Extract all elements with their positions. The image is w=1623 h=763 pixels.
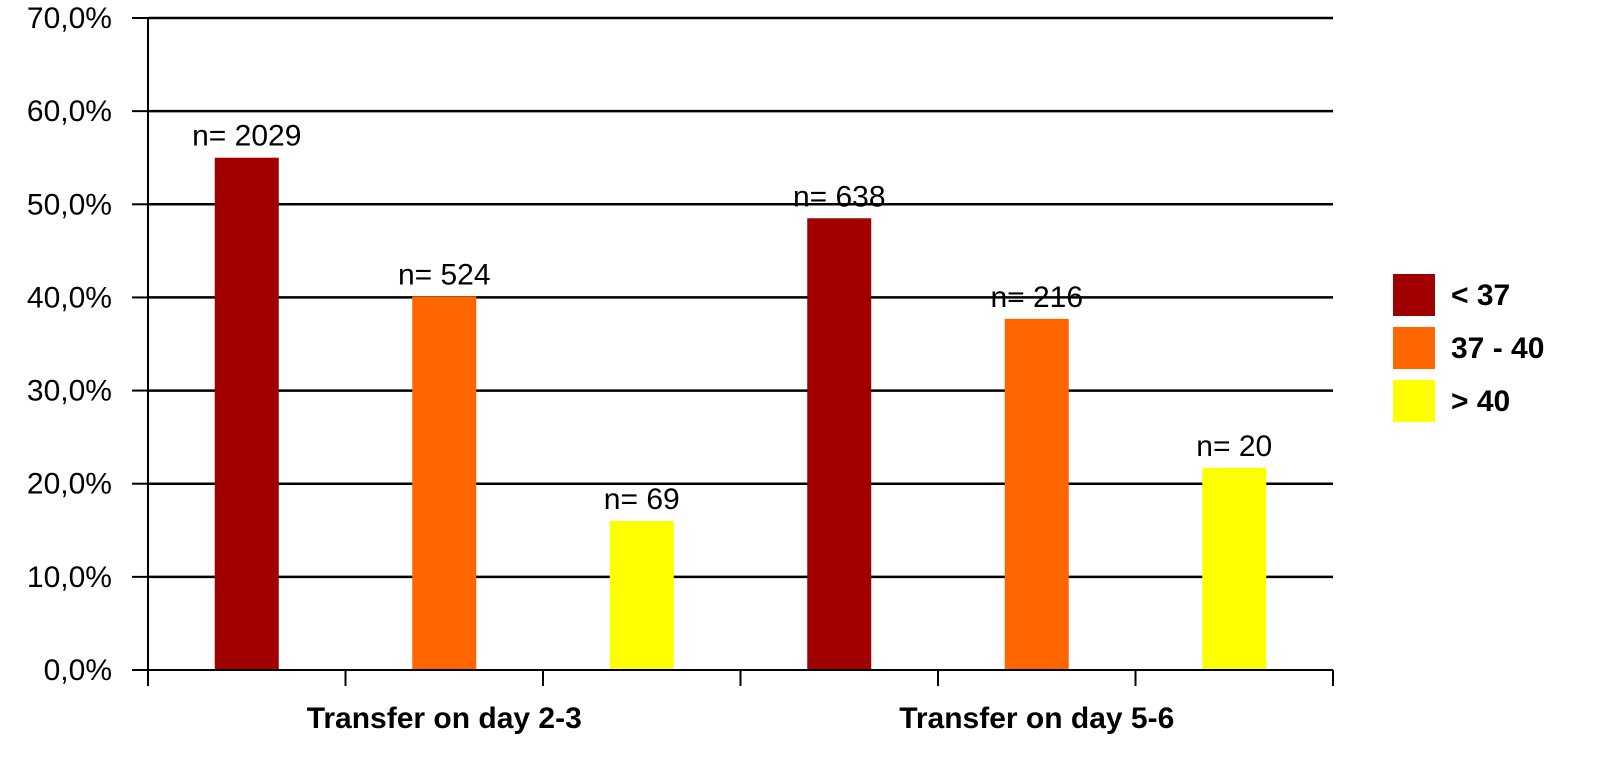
bar-data-label: n= 638 — [793, 180, 886, 213]
y-tick-label: 20,0% — [27, 468, 112, 501]
legend-label: > 40 — [1451, 385, 1510, 418]
legend-swatch — [1393, 380, 1435, 422]
y-tick-label: 10,0% — [27, 561, 112, 594]
bar-data-label: n= 216 — [990, 281, 1083, 314]
bar — [1004, 318, 1069, 670]
bar — [214, 157, 279, 670]
bars-group — [214, 157, 1267, 670]
y-tick-labels: 0,0% 10,0% 20,0% 30,0% 40,0% 50,0% 60,0% 70,0% — [27, 2, 112, 687]
y-tick-label: 60,0% — [27, 95, 112, 128]
gridlines — [148, 16, 1333, 579]
y-tick-label: 30,0% — [27, 375, 112, 408]
axes — [132, 17, 1334, 686]
bar-data-label: n= 524 — [398, 258, 491, 291]
legend-swatch — [1393, 274, 1435, 316]
legend: < 37 37 - 40 > 40 — [1393, 274, 1544, 422]
bar-data-label: n= 20 — [1196, 430, 1272, 463]
y-tick-label: 50,0% — [27, 188, 112, 221]
data-labels: n= 2029 n= 524 n= 69 n= 638 n= 216 n= 20 — [192, 120, 1272, 516]
bar — [1202, 467, 1267, 670]
x-category-label: Transfer on day 5-6 — [899, 702, 1174, 735]
y-tick-label: 70,0% — [27, 2, 112, 35]
x-category-labels: Transfer on day 2-3 Transfer on day 5-6 — [307, 702, 1175, 735]
bar — [412, 296, 477, 670]
legend-label: < 37 — [1451, 279, 1510, 312]
y-tick-label: 40,0% — [27, 281, 112, 314]
bar-data-label: n= 69 — [604, 483, 680, 516]
legend-swatch — [1393, 327, 1435, 369]
legend-label: 37 - 40 — [1451, 332, 1544, 365]
bar-data-label: n= 2029 — [192, 120, 301, 153]
bar — [609, 520, 674, 670]
bar — [807, 218, 872, 670]
y-tick-label: 0,0% — [44, 654, 112, 687]
x-category-label: Transfer on day 2-3 — [307, 702, 582, 735]
